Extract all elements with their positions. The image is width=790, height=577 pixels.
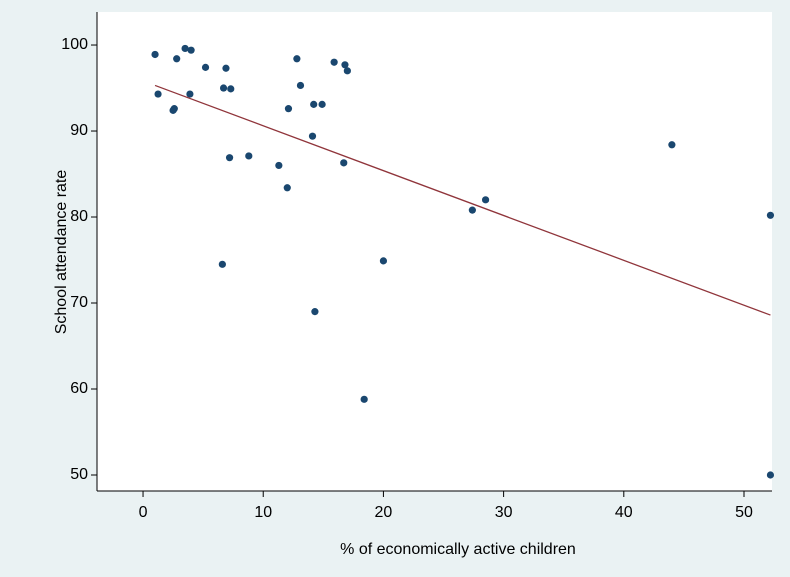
- point: [340, 159, 348, 167]
- x-tick-label: 20: [375, 504, 393, 521]
- point: [169, 106, 177, 114]
- point: [318, 100, 326, 108]
- x-tick-label: 0: [139, 504, 148, 521]
- point: [201, 63, 210, 71]
- point: [225, 154, 234, 162]
- point: [766, 471, 775, 479]
- y-axis-title: School attendance rate: [53, 170, 70, 335]
- point: [308, 132, 317, 140]
- y-tick-label: 90: [70, 122, 88, 139]
- fit-line: [154, 84, 771, 316]
- y-tick-label: 80: [70, 208, 88, 225]
- x-tick-label: 30: [495, 504, 513, 521]
- x-tick-label: 10: [254, 504, 272, 521]
- x-tick-label: 40: [615, 504, 633, 521]
- x-tick-label: 50: [735, 504, 753, 521]
- point: [296, 81, 305, 90]
- point: [219, 84, 228, 92]
- point: [218, 260, 226, 268]
- point: [668, 141, 676, 149]
- point: [310, 100, 318, 108]
- point: [151, 50, 159, 59]
- point: [360, 395, 368, 403]
- y-tick-label: 60: [70, 380, 88, 397]
- point: [275, 161, 283, 170]
- point: [284, 105, 293, 113]
- point: [187, 46, 195, 54]
- x-axis-title: % of economically active children: [340, 541, 576, 558]
- point: [341, 61, 349, 69]
- point: [186, 90, 194, 98]
- point: [154, 90, 162, 98]
- point: [330, 58, 338, 66]
- point: [311, 308, 319, 316]
- point: [173, 55, 181, 63]
- point: [293, 55, 301, 63]
- plot-area: [97, 12, 772, 491]
- y-tick-label: 50: [70, 466, 88, 483]
- point: [245, 152, 253, 160]
- point: [283, 184, 291, 192]
- y-tick-label: 70: [70, 294, 88, 311]
- point: [766, 211, 775, 219]
- y-tick-label: 100: [61, 36, 88, 53]
- point: [379, 257, 388, 265]
- point: [222, 64, 230, 72]
- point: [481, 196, 490, 204]
- point: [227, 85, 235, 93]
- point: [343, 67, 351, 75]
- point: [468, 206, 476, 214]
- point: [181, 44, 189, 53]
